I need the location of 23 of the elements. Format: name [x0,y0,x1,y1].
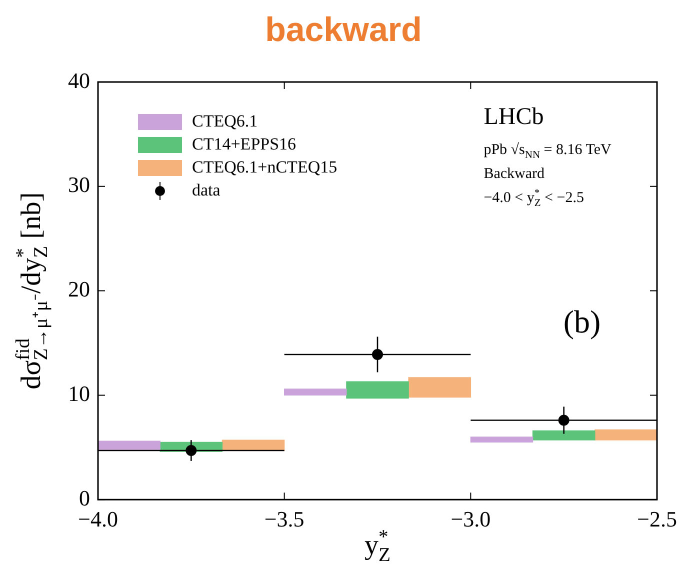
x-tick-label: −3.0 [450,506,491,532]
y-tick-label: 20 [68,276,90,302]
y-tick-label: 40 [68,68,90,93]
bar [98,440,160,450]
legend-label: data [192,180,221,200]
legend-label: CTEQ6.1+nCTEQ15 [192,157,338,176]
bar [594,429,657,440]
bar [284,388,347,396]
bar [470,436,534,443]
x-tick-label: −2.5 [637,506,677,532]
y-axis-title: dσfidZ→μ⁺μ⁻/dy*Z [nb] [12,192,52,390]
y-tick-label: 30 [68,172,90,198]
bar [532,430,596,440]
chart-title: backward [264,10,423,51]
annotation: Backward [484,166,546,182]
bar [408,377,471,398]
x-tick-label: −3.5 [264,506,304,532]
bar [346,381,409,399]
legend-label: CT14+EPPS16 [192,134,296,154]
y-tick-label: 10 [68,380,90,406]
annotation: (b) [563,304,601,340]
annotation: LHCb [484,104,544,130]
legend-label: CTEQ6.1 [192,111,258,130]
